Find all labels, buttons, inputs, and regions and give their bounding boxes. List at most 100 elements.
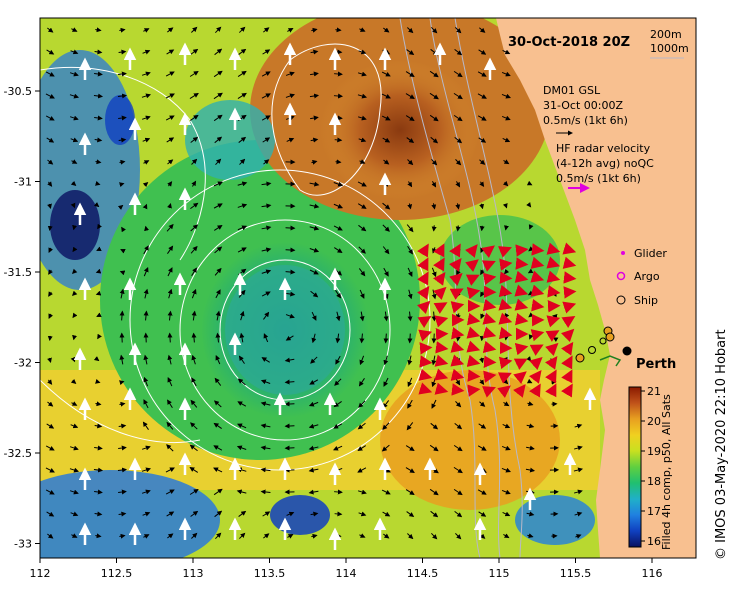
current-vector [334, 511, 343, 517]
current-vector [189, 488, 199, 495]
current-vector [263, 333, 269, 343]
current-vector [166, 223, 174, 232]
current-vector [189, 92, 199, 99]
x-tick-label: 113 [183, 567, 204, 580]
current-vector [528, 312, 534, 318]
current-vector [236, 445, 247, 451]
hf-radar-vector [482, 272, 497, 286]
current-vector [284, 357, 295, 363]
current-vector [166, 511, 175, 517]
current-vector [237, 225, 248, 231]
ref-time: 31-Oct 00:00Z [543, 99, 623, 112]
land-area [496, 18, 696, 558]
current-vector [359, 355, 365, 366]
current-vector [308, 401, 319, 407]
current-vector [97, 223, 102, 230]
current-vector [358, 49, 367, 55]
current-vector [214, 246, 223, 254]
hf-scale: 0.5m/s (1kt 6h) [556, 172, 641, 185]
current-vector [166, 444, 174, 452]
current-vector [215, 355, 221, 365]
hf-radar-vector [499, 271, 513, 284]
current-vector [454, 422, 463, 430]
current-vector [261, 247, 272, 253]
current-vector [478, 137, 487, 143]
hf-radar-vector [531, 243, 545, 256]
current-vector [141, 71, 151, 77]
hf-radar-vector [418, 368, 433, 381]
current-vector [455, 225, 461, 232]
hf-radar-vector [499, 258, 513, 271]
current-vector [407, 267, 413, 277]
current-vector [213, 114, 223, 122]
hf-radar-vector [515, 257, 529, 270]
current-vector [453, 466, 463, 474]
dark-blue-nw [105, 95, 135, 145]
hf-radar-vector [497, 372, 512, 384]
hf-radar-vector [433, 271, 446, 286]
current-vector [262, 49, 271, 55]
colorbar: 21 20 19 18 17 16 Filled 4h comp, p50, All Sa… [628, 385, 673, 550]
x-tick-label: 113.5 [254, 567, 286, 580]
current-vector [454, 48, 463, 56]
current-vector [407, 533, 414, 540]
current-vector [95, 27, 102, 33]
current-vector [333, 181, 344, 187]
current-vector [263, 311, 270, 320]
hf-radar-vector [417, 316, 432, 328]
credit-text: © IMOS 03-May-2020 22:10 Hobart [714, 329, 729, 560]
hf-radar-vector [419, 342, 433, 355]
current-vector [93, 93, 104, 99]
current-vector [119, 27, 126, 33]
current-vector [141, 467, 151, 473]
current-vector [503, 533, 510, 539]
current-vector [237, 70, 247, 77]
current-vector [238, 355, 245, 364]
current-vector [190, 224, 199, 232]
hf-radar-vector [466, 340, 481, 353]
current-vector [285, 71, 295, 77]
current-vector [69, 115, 79, 121]
hf-radar-vector [514, 342, 529, 356]
current-vector [94, 49, 103, 55]
current-vector [70, 378, 77, 384]
current-vector [359, 289, 365, 299]
current-vector [285, 247, 296, 253]
hf-radar-vector [481, 245, 495, 259]
depth-label-1000: 1000m [650, 42, 689, 55]
hf-radar-vector [449, 288, 464, 300]
current-vector [333, 423, 343, 429]
current-vector [430, 26, 438, 34]
current-vector [45, 115, 55, 121]
hf-radar-vector [530, 256, 545, 269]
warm-core-north [320, 60, 480, 200]
current-vector [141, 93, 151, 99]
current-vector [335, 290, 342, 299]
current-vector [479, 379, 485, 386]
current-vector [503, 159, 510, 165]
current-vector [120, 249, 126, 254]
current-vector [357, 181, 367, 187]
plot-frame [39, 17, 697, 559]
current-vector [501, 115, 511, 121]
current-vector [407, 311, 413, 322]
current-vector [237, 203, 248, 209]
current-vector [479, 159, 486, 165]
legend: Glider Argo Ship [616, 247, 667, 307]
current-vector [358, 378, 365, 387]
hf-radar-vector [465, 259, 479, 273]
current-vector [46, 511, 55, 517]
current-vector [287, 28, 294, 33]
current-vector [478, 511, 487, 517]
current-vector [95, 290, 102, 296]
current-vector [501, 445, 511, 451]
current-vector [47, 533, 54, 539]
current-vector [117, 93, 128, 99]
current-vector [47, 335, 53, 342]
hf-radar-vector [418, 329, 433, 342]
current-vector [47, 379, 53, 385]
hf-radar-vector [529, 383, 541, 398]
hf-radar-vector [466, 286, 481, 300]
current-vector [214, 136, 223, 144]
current-vector [431, 532, 438, 540]
